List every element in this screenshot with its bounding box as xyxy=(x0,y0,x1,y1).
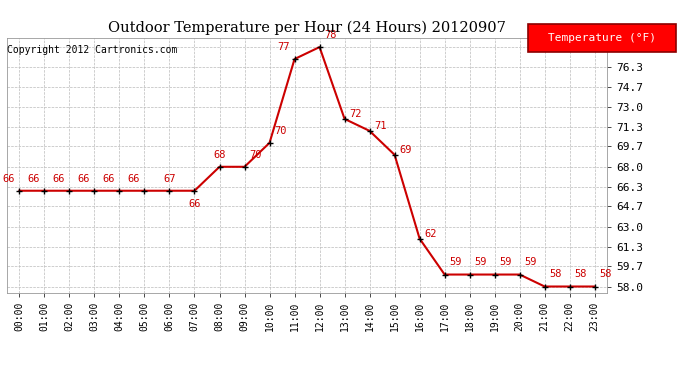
Text: 68: 68 xyxy=(213,150,226,160)
Text: 62: 62 xyxy=(424,229,437,238)
Text: 71: 71 xyxy=(375,121,387,131)
Text: 66: 66 xyxy=(52,174,64,183)
Text: 78: 78 xyxy=(324,30,337,40)
Text: 58: 58 xyxy=(575,269,587,279)
Text: 72: 72 xyxy=(350,109,362,119)
Text: 70: 70 xyxy=(250,150,262,160)
Text: 66: 66 xyxy=(2,174,14,183)
Text: 70: 70 xyxy=(275,126,287,136)
Text: 58: 58 xyxy=(550,269,562,279)
Text: 59: 59 xyxy=(450,257,462,267)
Text: 67: 67 xyxy=(164,174,176,183)
Text: 66: 66 xyxy=(27,174,39,183)
Text: Copyright 2012 Cartronics.com: Copyright 2012 Cartronics.com xyxy=(7,45,177,55)
Text: 59: 59 xyxy=(524,257,537,267)
Text: 77: 77 xyxy=(277,42,290,52)
Text: 69: 69 xyxy=(400,145,412,155)
Text: 66: 66 xyxy=(188,200,201,209)
Text: 66: 66 xyxy=(77,174,90,183)
Text: 58: 58 xyxy=(600,269,612,279)
Text: Temperature (°F): Temperature (°F) xyxy=(548,33,656,43)
Text: 66: 66 xyxy=(102,174,115,183)
Text: 59: 59 xyxy=(500,257,512,267)
Title: Outdoor Temperature per Hour (24 Hours) 20120907: Outdoor Temperature per Hour (24 Hours) … xyxy=(108,21,506,35)
Text: 66: 66 xyxy=(127,174,139,183)
Text: 59: 59 xyxy=(475,257,487,267)
